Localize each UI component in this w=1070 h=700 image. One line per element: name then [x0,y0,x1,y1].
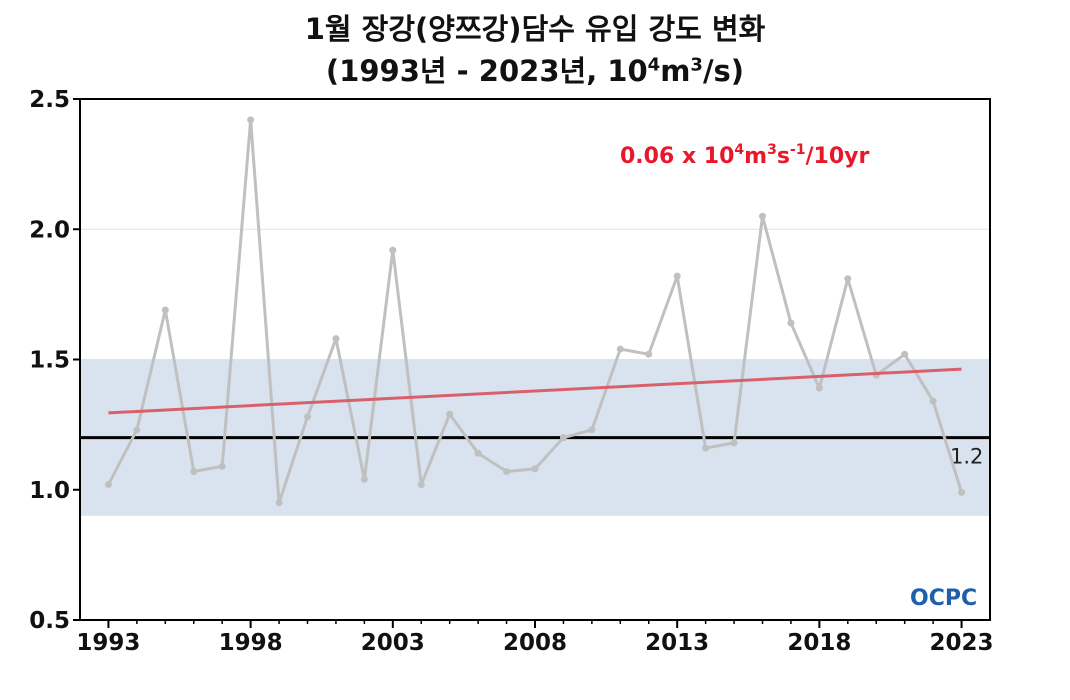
x-tick-label: 2018 [787,630,851,656]
x-tick-label: 1998 [219,630,283,656]
data-point [275,499,283,507]
x-tick-label: 2008 [503,630,567,656]
y-tick-label: 1.0 [29,478,70,504]
data-point [559,434,567,442]
data-point [815,384,823,392]
data-point [104,481,112,489]
y-tick-label: 2.5 [29,87,70,113]
data-point [901,350,909,358]
data-point [133,426,141,434]
data-point [247,116,255,124]
data-point [759,212,766,220]
x-tick-label: 2013 [645,630,709,656]
x-tick-label: 2003 [361,630,425,656]
data-point [190,468,198,476]
y-tick-label: 0.5 [29,608,70,634]
data-point [417,481,425,489]
data-point [702,444,710,452]
data-point [360,475,368,483]
trend-rate-label: 0.06 x 104m3s-1/10yr [620,142,870,169]
data-point [616,345,624,353]
data-point [673,272,681,280]
data-point [218,462,226,470]
x-tick-label: 1993 [76,630,140,656]
data-point [787,319,795,327]
data-point [730,439,738,447]
data-point [332,335,340,343]
data-point [161,306,169,314]
data-point [531,465,539,473]
x-tick-label: 2023 [930,630,994,656]
y-tick-label: 2.0 [29,217,70,243]
data-point [958,488,966,496]
ocpc-logo: OCPC [910,586,977,611]
data-point [645,350,653,358]
data-point [503,468,511,476]
y-tick-label: 1.5 [29,348,70,374]
data-point [588,426,596,434]
chart-title-line2: (1993년 - 2023년, 104m3/s) [325,54,745,88]
data-point [929,397,937,405]
data-point [446,410,454,418]
chart-title-line1: 1월 장강(양쯔강)담수 유입 강도 변화 [304,12,766,46]
data-point [304,413,311,421]
reference-line-label: 1.2 [950,445,983,469]
data-point [389,246,397,254]
trend-line [108,367,962,415]
data-point [474,449,482,457]
data-point [844,275,852,283]
svg-text:OCPC: OCPC [910,586,977,611]
